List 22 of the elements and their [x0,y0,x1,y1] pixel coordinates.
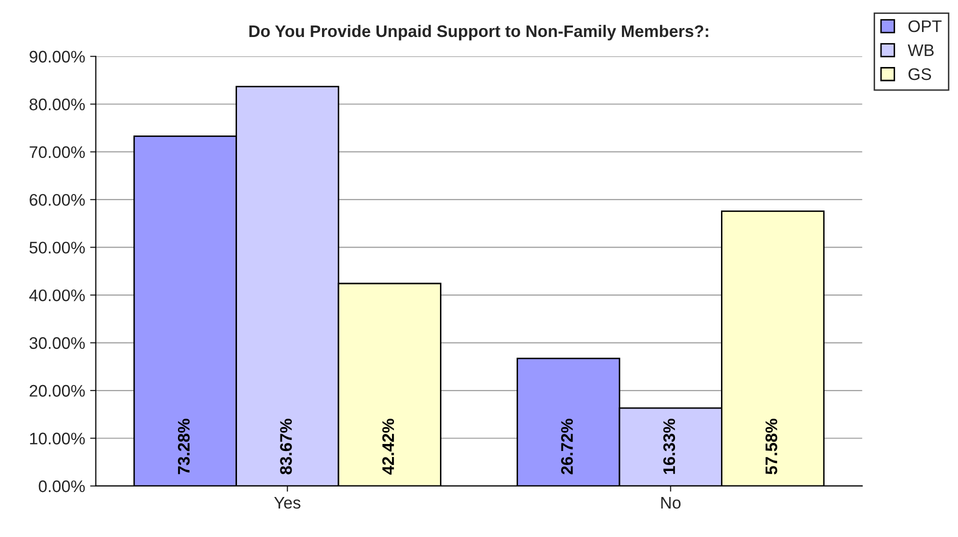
data-label: 57.58% [765,418,778,474]
y-tick-label: 10.00% [30,432,85,444]
x-tick-label: Yes [274,497,300,509]
y-tick-label: 50.00% [30,242,85,254]
y-tick-label: 60.00% [30,194,85,206]
x-tick-label: No [661,497,681,509]
chart-title: Do You Provide Unpaid Support to Non-Family Members?: [249,24,708,40]
data-label: 26.72% [561,418,573,474]
legend-label: WB [908,44,934,56]
legend-label: GS [908,68,932,80]
data-label: 42.42% [382,418,394,475]
data-label: 73.28% [178,418,190,474]
y-tick-label: 30.00% [29,337,85,349]
y-tick-label: 80.00% [30,98,85,110]
y-tick-label: 0.00% [38,480,85,492]
y-tick-label: 20.00% [30,384,85,397]
y-tick-label: 90.00% [30,50,85,63]
legend-label: OPT [908,20,942,32]
data-label: 83.67% [280,418,292,474]
y-tick-label: 70.00% [30,146,85,158]
data-label: 16.33% [663,418,676,474]
y-tick-label: 40.00% [29,289,85,302]
